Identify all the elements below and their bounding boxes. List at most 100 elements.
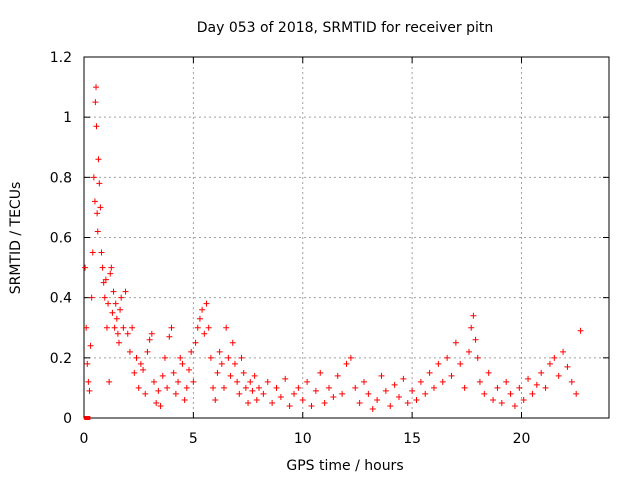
data-point	[577, 327, 584, 334]
data-point	[93, 123, 100, 130]
axis-ticks: 0 5 10 15 20 0 0.2 0.4 0.6 0.8 1 1.2	[50, 50, 609, 447]
data-point	[135, 384, 142, 391]
data-point	[448, 372, 455, 379]
data-point	[131, 369, 138, 376]
data-point	[114, 330, 121, 337]
data-point	[256, 384, 262, 391]
data-point	[88, 294, 95, 301]
data-point	[264, 378, 271, 385]
data-point	[144, 348, 151, 355]
data-point	[511, 402, 518, 409]
data-point	[339, 390, 346, 397]
data-point	[481, 390, 488, 397]
data-point	[238, 354, 245, 361]
data-point	[245, 399, 252, 406]
data-point	[168, 324, 175, 331]
zero-marker	[84, 416, 89, 420]
data-point	[249, 387, 256, 394]
data-point	[352, 384, 359, 391]
data-point	[542, 384, 549, 391]
data-point	[166, 333, 173, 340]
data-point	[520, 396, 527, 403]
data-point	[201, 330, 208, 337]
data-point	[369, 405, 376, 412]
data-point	[387, 402, 394, 409]
data-point	[361, 378, 367, 385]
data-point	[247, 378, 254, 385]
data-point	[444, 354, 451, 361]
data-point	[101, 294, 108, 301]
x-tick-label: 20	[513, 431, 531, 447]
data-point	[330, 393, 337, 400]
data-point	[112, 300, 119, 307]
data-point	[378, 372, 385, 379]
data-point	[240, 369, 247, 376]
data-point	[343, 360, 350, 367]
data-point	[555, 372, 562, 379]
data-point	[560, 348, 567, 355]
data-point	[159, 372, 166, 379]
data-point	[533, 381, 540, 388]
data-point	[102, 276, 109, 283]
data-point	[291, 390, 297, 397]
data-point	[396, 393, 402, 400]
data-point	[286, 402, 293, 409]
data-point	[109, 309, 116, 316]
data-point	[229, 339, 236, 346]
data-point	[218, 360, 225, 367]
y-tick-label: 1.2	[50, 50, 72, 66]
data-point	[494, 384, 501, 391]
data-point	[90, 174, 97, 181]
data-point	[183, 384, 190, 391]
data-point	[269, 399, 276, 406]
data-point	[192, 339, 199, 346]
data-point	[212, 396, 219, 403]
data-point	[86, 387, 93, 394]
data-point	[260, 390, 267, 397]
data-point	[498, 399, 505, 406]
data-point	[409, 387, 416, 394]
data-point	[365, 390, 372, 397]
data-point	[461, 384, 468, 391]
data-point	[236, 390, 243, 397]
data-point	[273, 384, 280, 391]
data-point	[170, 369, 177, 376]
data-point	[106, 378, 113, 385]
data-point	[374, 396, 381, 403]
data-point	[91, 198, 98, 205]
data-point	[546, 360, 553, 367]
y-tick-label: 0.6	[50, 231, 72, 247]
data-point	[111, 324, 118, 331]
y-tick-label: 0.8	[50, 170, 72, 186]
data-point	[157, 402, 164, 409]
data-point	[417, 378, 424, 385]
data-point	[334, 372, 341, 379]
data-point	[564, 363, 571, 370]
data-point	[476, 378, 483, 385]
x-tick-label: 15	[403, 431, 421, 447]
data-point	[100, 279, 107, 286]
data-point	[186, 366, 192, 373]
data-point	[110, 288, 117, 295]
data-point	[214, 369, 221, 376]
data-point	[94, 210, 101, 217]
data-point	[525, 375, 532, 382]
data-point	[118, 294, 125, 301]
data-point	[194, 324, 201, 331]
data-point	[452, 339, 459, 346]
data-point	[299, 396, 306, 403]
data-point	[97, 204, 104, 211]
data-point	[172, 390, 179, 397]
data-point	[153, 399, 160, 406]
data-point	[133, 354, 140, 361]
data-point	[225, 354, 232, 361]
data-point	[85, 378, 92, 385]
data-point	[347, 354, 354, 361]
data-point	[507, 390, 514, 397]
data-point	[568, 378, 575, 385]
data-point	[356, 399, 363, 406]
x-tick-label: 0	[80, 431, 89, 447]
data-point	[146, 336, 153, 343]
data-point	[251, 372, 258, 379]
data-point	[431, 384, 437, 391]
